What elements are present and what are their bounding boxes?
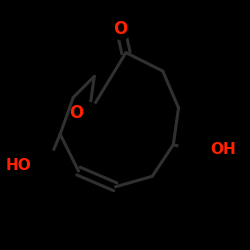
Text: HO: HO	[6, 158, 31, 173]
Text: O: O	[114, 20, 128, 38]
Circle shape	[178, 134, 210, 166]
Circle shape	[110, 18, 131, 40]
Circle shape	[31, 150, 63, 182]
Circle shape	[78, 103, 100, 124]
Text: OH: OH	[210, 142, 236, 158]
Text: O: O	[69, 104, 83, 122]
